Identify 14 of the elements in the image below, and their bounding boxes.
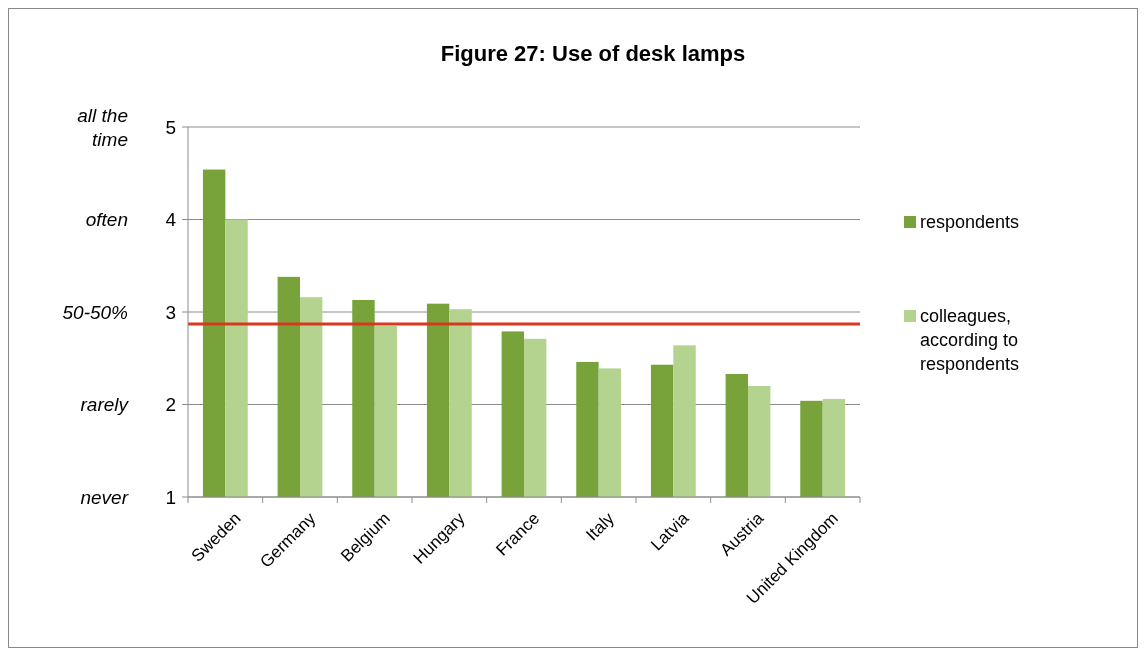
legend-label: respondents bbox=[920, 212, 1020, 233]
legend-label: colleagues, according to respondents bbox=[920, 306, 1020, 375]
text: 50-50% bbox=[62, 301, 129, 323]
text: often bbox=[85, 209, 128, 231]
y-tick-label: 5 bbox=[165, 116, 176, 138]
text: never bbox=[80, 486, 129, 508]
text: all the time bbox=[77, 104, 128, 150]
text: rarely bbox=[80, 394, 130, 416]
y-tick-label: 4 bbox=[165, 209, 177, 231]
chart-title: Figure 27: Use of desk lamps bbox=[440, 41, 746, 66]
y-tick-label: 2 bbox=[165, 394, 176, 416]
y-tick-label: 1 bbox=[165, 486, 176, 508]
x-tick-label: Italy bbox=[582, 508, 619, 545]
y-tick-label: 3 bbox=[165, 301, 176, 323]
